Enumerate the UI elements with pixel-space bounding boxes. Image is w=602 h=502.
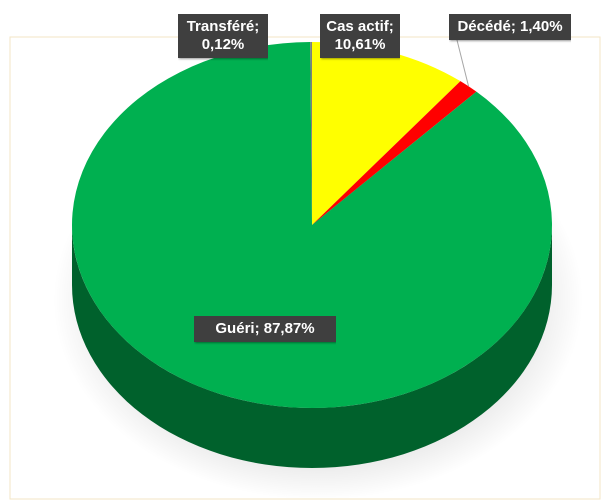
data-label-box: Cas actif; 10,61% xyxy=(320,14,400,58)
pie-slice: Transféré xyxy=(310,42,312,225)
data-label-box: Guéri; 87,87% xyxy=(194,316,336,342)
pie-slice: Décédé xyxy=(312,81,477,225)
data-label: Cas actif; 10,61% xyxy=(320,14,400,58)
pie-side xyxy=(72,225,552,468)
data-label-box: Transféré; 0,12% xyxy=(178,14,268,58)
pie-slice: Guéri xyxy=(72,42,553,409)
data-labels: Cas actif; 10,61% Décédé; 1,40% Guéri; 87,… xyxy=(178,14,571,342)
data-label: Guéri; 87,87% xyxy=(194,316,336,342)
leader-line xyxy=(456,39,470,87)
pie-sides xyxy=(72,225,552,468)
pie-slice: Cas actif xyxy=(312,42,461,225)
data-label: Transféré; 0,12% xyxy=(178,14,268,58)
data-label-box: Décédé; 1,40% xyxy=(449,14,571,40)
data-label: Décédé; 1,40% xyxy=(449,14,571,40)
pie-top: Cas actifDécédéGuériTransféré xyxy=(72,42,553,409)
